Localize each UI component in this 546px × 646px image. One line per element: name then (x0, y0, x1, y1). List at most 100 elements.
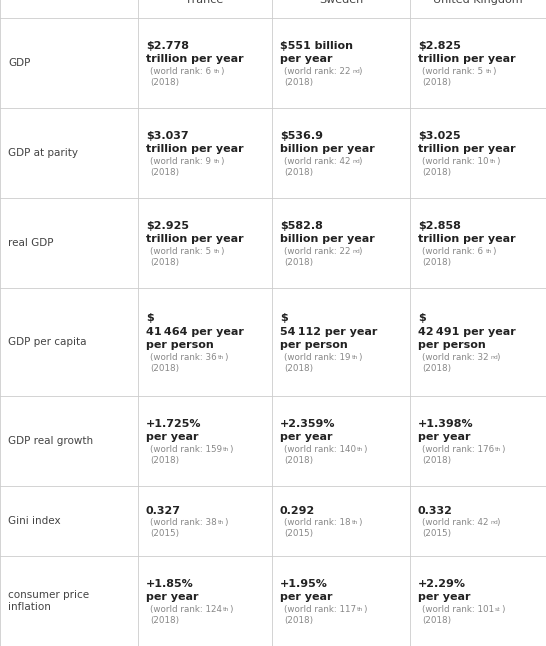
Text: st: st (495, 607, 501, 612)
Text: +1.725%: +1.725% (146, 419, 201, 428)
Text: (world rank: 19: (world rank: 19 (284, 353, 351, 362)
Text: real GDP: real GDP (8, 238, 54, 248)
Text: th: th (223, 607, 229, 612)
Text: 0.292: 0.292 (280, 506, 315, 516)
Text: th: th (486, 69, 492, 74)
Text: ): ) (363, 605, 367, 614)
Text: per year: per year (146, 592, 199, 603)
Text: ): ) (359, 353, 362, 362)
Text: ): ) (363, 445, 367, 454)
Text: ): ) (220, 247, 223, 256)
Text: (world rank: 117: (world rank: 117 (284, 605, 356, 614)
Text: (2018): (2018) (150, 364, 179, 373)
Text: ): ) (359, 247, 362, 256)
Text: nd: nd (490, 520, 498, 525)
Text: 0.332: 0.332 (418, 506, 453, 516)
Text: (world rank: 9: (world rank: 9 (150, 157, 211, 166)
Text: (2015): (2015) (150, 529, 179, 538)
Text: per person: per person (146, 340, 213, 350)
Text: th: th (486, 249, 492, 254)
Text: th: th (495, 447, 501, 452)
Text: (world rank: 124: (world rank: 124 (150, 605, 222, 614)
Text: ): ) (497, 353, 500, 362)
Text: ): ) (492, 247, 496, 256)
Text: nd: nd (352, 69, 360, 74)
Text: $: $ (280, 313, 288, 322)
Text: $: $ (146, 313, 154, 322)
Text: th: th (357, 447, 363, 452)
Text: France: France (186, 0, 224, 5)
Text: $536.9: $536.9 (280, 130, 323, 141)
Text: $3.037: $3.037 (146, 130, 188, 141)
Text: $2.825: $2.825 (418, 41, 461, 50)
Text: $2.858: $2.858 (418, 220, 461, 231)
Text: (2015): (2015) (284, 529, 313, 538)
Text: 54 112 per year: 54 112 per year (280, 326, 377, 337)
Text: $2.778: $2.778 (146, 41, 189, 50)
Text: th: th (213, 249, 220, 254)
Text: (world rank: 22: (world rank: 22 (284, 247, 351, 256)
Text: nd: nd (490, 355, 498, 360)
Text: trillion per year: trillion per year (418, 234, 515, 244)
Text: +2.359%: +2.359% (280, 419, 335, 428)
Text: (2018): (2018) (150, 616, 179, 625)
Text: ): ) (501, 605, 505, 614)
Text: (2018): (2018) (422, 78, 451, 87)
Text: per person: per person (280, 340, 348, 350)
Text: 0.327: 0.327 (146, 506, 181, 516)
Text: ): ) (359, 67, 362, 76)
Text: +1.95%: +1.95% (280, 579, 328, 589)
Text: (world rank: 101: (world rank: 101 (422, 605, 494, 614)
Text: (world rank: 42: (world rank: 42 (284, 157, 351, 166)
Text: (world rank: 32: (world rank: 32 (422, 353, 489, 362)
Text: th: th (352, 355, 359, 360)
Text: trillion per year: trillion per year (418, 145, 515, 154)
Text: GDP real growth: GDP real growth (8, 436, 93, 446)
Text: (world rank: 38: (world rank: 38 (150, 518, 217, 527)
Text: (2018): (2018) (284, 78, 313, 87)
Text: Gini index: Gini index (8, 516, 61, 526)
Text: $3.025: $3.025 (418, 130, 461, 141)
Text: trillion per year: trillion per year (146, 234, 244, 244)
Text: ): ) (229, 605, 233, 614)
Text: trillion per year: trillion per year (418, 54, 515, 65)
Text: th: th (218, 355, 224, 360)
Text: consumer price
inflation: consumer price inflation (8, 590, 89, 612)
Text: ): ) (501, 445, 505, 454)
Text: ): ) (224, 353, 228, 362)
Text: +1.398%: +1.398% (418, 419, 473, 428)
Text: (2018): (2018) (284, 258, 313, 267)
Text: billion per year: billion per year (280, 234, 375, 244)
Text: (2018): (2018) (150, 456, 179, 465)
Text: (2018): (2018) (284, 456, 313, 465)
Text: $551 billion: $551 billion (280, 41, 353, 50)
Text: (2018): (2018) (422, 616, 451, 625)
Text: (2018): (2018) (284, 168, 313, 177)
Text: (world rank: 42: (world rank: 42 (422, 518, 489, 527)
Text: per year: per year (280, 432, 333, 443)
Text: (world rank: 22: (world rank: 22 (284, 67, 351, 76)
Text: (world rank: 140: (world rank: 140 (284, 445, 356, 454)
Text: Sweden: Sweden (319, 0, 363, 5)
Text: (world rank: 18: (world rank: 18 (284, 518, 351, 527)
Text: (2018): (2018) (150, 258, 179, 267)
Text: per year: per year (418, 432, 471, 443)
Text: th: th (213, 159, 220, 164)
Text: (world rank: 36: (world rank: 36 (150, 353, 217, 362)
Text: ): ) (497, 157, 500, 166)
Text: per year: per year (280, 592, 333, 603)
Text: (2018): (2018) (422, 168, 451, 177)
Text: (world rank: 6: (world rank: 6 (422, 247, 483, 256)
Text: th: th (352, 520, 359, 525)
Text: +1.85%: +1.85% (146, 579, 194, 589)
Text: ): ) (359, 157, 362, 166)
Text: United Kingdom: United Kingdom (433, 0, 523, 5)
Text: th: th (223, 447, 229, 452)
Text: 42 491 per year: 42 491 per year (418, 326, 516, 337)
Text: (2015): (2015) (422, 529, 451, 538)
Text: ): ) (359, 518, 362, 527)
Text: $: $ (418, 313, 426, 322)
Text: trillion per year: trillion per year (146, 145, 244, 154)
Text: th: th (218, 520, 224, 525)
Text: $2.925: $2.925 (146, 220, 189, 231)
